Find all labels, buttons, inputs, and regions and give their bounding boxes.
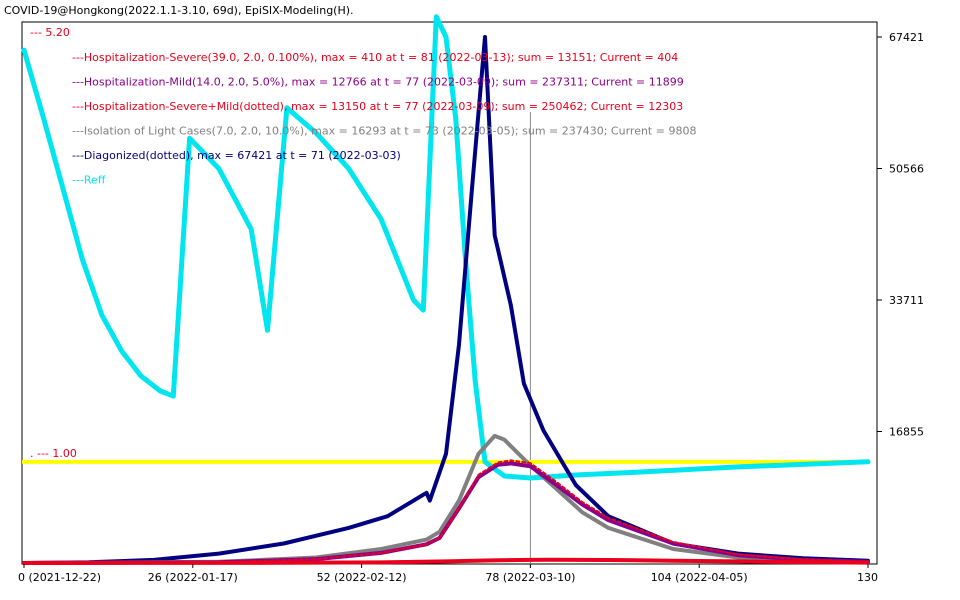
series-line-hospitalization-mild (22, 461, 870, 565)
y-tick-label: 33711 (889, 294, 924, 307)
reff-ref-label: . --- 1.00 (30, 447, 77, 460)
legend-entry: ---Isolation of Light Cases(7.0, 2.0, 10… (72, 125, 696, 138)
legend-entry: ---Reff (72, 174, 106, 187)
x-tick-label: 0 (2021-12-22) (18, 571, 101, 584)
y-tick-label: 50566 (889, 162, 924, 175)
axis-layer: 0 (2021-12-22) 26 (2022-01-17) 52 (2022-02… (18, 26, 924, 584)
legend: ---Hospitalization-Severe(39.0, 2.0, 0.1… (72, 51, 696, 187)
legend-entry: ---Hospitalization-Severe(39.0, 2.0, 0.1… (72, 51, 678, 64)
series-line-isolation-of-light-cases (22, 433, 870, 565)
series-line-hospitalization-severe-mild (23, 459, 869, 564)
y-tick-label: 67421 (889, 31, 924, 44)
series-line-reff (21, 14, 871, 481)
x-tick-label: 130 (857, 571, 878, 584)
y-tick-label: 16855 (889, 426, 924, 439)
series-layer (21, 14, 871, 565)
legend-entry: ---Diagonized(dotted), max = 67421 at t … (72, 149, 401, 162)
x-tick-label: 104 (2022-04-05) (651, 571, 748, 584)
x-tick-label: 26 (2022-01-17) (148, 571, 238, 584)
series-line-hospitalization-severe (22, 557, 870, 565)
plot-frame (21, 21, 878, 565)
reff-max-label: --- 5.20 (30, 26, 70, 39)
legend-entry: ---Hospitalization-Mild(14.0, 2.0, 5.0%)… (72, 76, 684, 89)
chart-title: COVID-19@Hongkong(2022.1.1-3.10, 69d), E… (4, 4, 354, 17)
x-tick-label: 78 (2022-03-10) (485, 571, 575, 584)
legend-entry: ---Hospitalization-Severe+Mild(dotted), … (72, 100, 683, 113)
x-tick-label: 52 (2022-02-12) (317, 571, 407, 584)
